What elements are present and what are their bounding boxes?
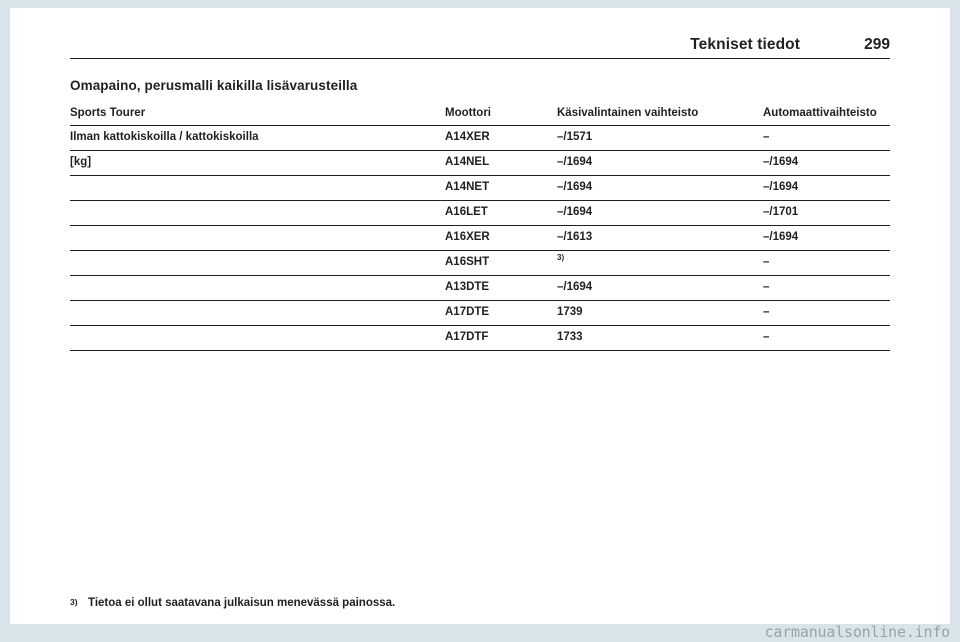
automatic-value: – — [763, 250, 890, 276]
manual-value: –/1613 — [557, 225, 763, 251]
automatic-value: – — [763, 325, 890, 351]
engine-code: A14NEL — [445, 150, 557, 176]
table-row: A16XER –/1613 –/1694 — [70, 225, 890, 251]
column-header-engine: Moottori — [445, 102, 557, 126]
table-header-row: Sports Tourer Moottori Käsivalintainen v… — [70, 102, 890, 126]
footnote-text: Tietoa ei ollut saatavana julkaisun mene… — [88, 597, 396, 609]
footnote-reference: 3) — [557, 253, 565, 263]
automatic-value: – — [763, 300, 890, 326]
variant-spacer — [70, 175, 445, 201]
variant-spacer — [70, 300, 445, 326]
manual-value: –/1694 — [557, 175, 763, 201]
automatic-value: –/1694 — [763, 150, 890, 176]
variant-label-roof-rails: Ilman kattokiskoilla / kattokiskoilla — [70, 125, 445, 151]
site-watermark: carmanualsonline.info — [764, 623, 951, 641]
footnote-marker: 3) — [70, 597, 78, 607]
table-row: [kg] A14NEL –/1694 –/1694 — [70, 150, 890, 176]
engine-code: A14NET — [445, 175, 557, 201]
automatic-value: – — [763, 125, 890, 151]
table-row: A14NET –/1694 –/1694 — [70, 175, 890, 201]
table-row: A16LET –/1694 –/1701 — [70, 200, 890, 226]
footnote: 3) Tietoa ei ollut saatavana julkaisun m… — [70, 596, 770, 610]
section-heading: Omapaino, perusmalli kaikilla lisävarust… — [70, 78, 358, 93]
table-row: A13DTE –/1694 – — [70, 275, 890, 301]
table-row: Ilman kattokiskoilla / kattokiskoilla A1… — [70, 125, 890, 151]
manual-value: –/1571 — [557, 125, 763, 151]
page-number: 299 — [864, 36, 890, 53]
specification-table: Sports Tourer Moottori Käsivalintainen v… — [70, 102, 890, 351]
manual-value: –/1694 — [557, 275, 763, 301]
table-row: A17DTE 1739 – — [70, 300, 890, 326]
running-header: Tekniset tiedot 299 — [70, 26, 890, 54]
variant-spacer — [70, 275, 445, 301]
engine-code: A13DTE — [445, 275, 557, 301]
column-header-automatic: Automaattivaihteisto — [763, 102, 890, 126]
variant-spacer — [70, 325, 445, 351]
engine-code: A17DTF — [445, 325, 557, 351]
engine-code: A17DTE — [445, 300, 557, 326]
manual-value-footnote: 3) — [557, 250, 763, 276]
table-row: A16SHT 3) – — [70, 250, 890, 276]
page-title: Tekniset tiedot — [690, 36, 800, 53]
variant-label-unit: [kg] — [70, 150, 445, 176]
table-row: A17DTF 1733 – — [70, 325, 890, 351]
manual-value: 1739 — [557, 300, 763, 326]
header-divider — [70, 58, 890, 59]
engine-code: A14XER — [445, 125, 557, 151]
engine-code: A16LET — [445, 200, 557, 226]
manual-value: –/1694 — [557, 150, 763, 176]
manual-value: 1733 — [557, 325, 763, 351]
variant-spacer — [70, 200, 445, 226]
engine-code: A16XER — [445, 225, 557, 251]
variant-spacer — [70, 250, 445, 276]
automatic-value: – — [763, 275, 890, 301]
automatic-value: –/1694 — [763, 175, 890, 201]
column-header-variant: Sports Tourer — [70, 102, 445, 126]
column-header-manual: Käsivalintainen vaihteisto — [557, 102, 763, 126]
table-header: Sports Tourer Moottori Käsivalintainen v… — [70, 102, 890, 126]
manual-value: –/1694 — [557, 200, 763, 226]
automatic-value: –/1701 — [763, 200, 890, 226]
engine-code: A16SHT — [445, 250, 557, 276]
document-page: Tekniset tiedot 299 Omapaino, perusmalli… — [10, 8, 950, 624]
variant-spacer — [70, 225, 445, 251]
automatic-value: –/1694 — [763, 225, 890, 251]
table-body: Ilman kattokiskoilla / kattokiskoilla A1… — [70, 125, 890, 351]
